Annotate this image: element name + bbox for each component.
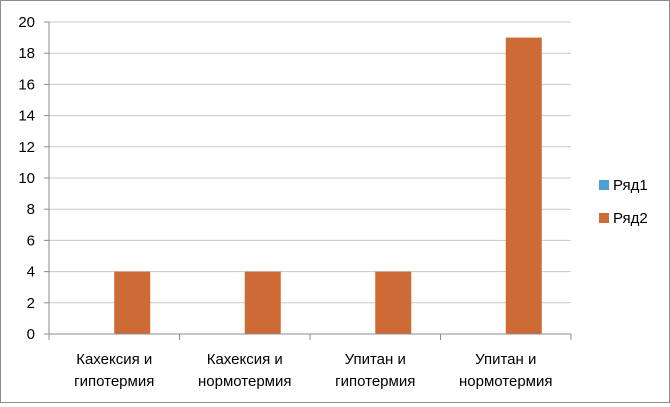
legend-swatch-Ряд1 (599, 180, 609, 190)
bar-Ряд2-2 (244, 271, 281, 334)
y-tick-label: 0 (27, 326, 35, 343)
y-tick-label: 12 (18, 139, 35, 156)
y-tick-label: 10 (18, 170, 35, 187)
y-tick-label: 18 (18, 45, 35, 62)
bars (114, 37, 542, 334)
bar-Ряд2-4 (505, 37, 542, 334)
y-tick-label: 2 (27, 295, 35, 312)
x-axis-category-labels: Кахексия и гипотермия Кахексия и нормотерми… (74, 351, 552, 390)
legend: Ряд1 Ряд2 (599, 177, 648, 227)
x-category-label: Кахексия и гипотермия (74, 351, 154, 390)
y-tick-label: 20 (18, 14, 35, 31)
gridlines (49, 21, 571, 304)
axes (44, 21, 572, 340)
y-tick-label: 16 (18, 76, 35, 93)
x-category-label: Упитан и нормотермия (459, 351, 553, 390)
legend-swatch-Ряд2 (599, 213, 609, 223)
y-tick-label: 6 (27, 232, 35, 249)
y-tick-label: 8 (27, 201, 35, 218)
y-tick-label: 4 (27, 264, 35, 281)
bar-Ряд2-3 (375, 271, 412, 334)
x-category-label: Упитан и гипотермия (335, 351, 415, 390)
y-axis-tick-labels: 0 2 4 6 8 10 12 14 16 18 20 (18, 14, 35, 343)
y-tick-label: 14 (18, 108, 35, 125)
legend-label: Ряд1 (613, 177, 648, 194)
bar-Ряд2-1 (114, 271, 151, 334)
legend-label: Ряд2 (613, 210, 648, 227)
x-category-label: Кахексия и нормотермия (198, 351, 292, 390)
